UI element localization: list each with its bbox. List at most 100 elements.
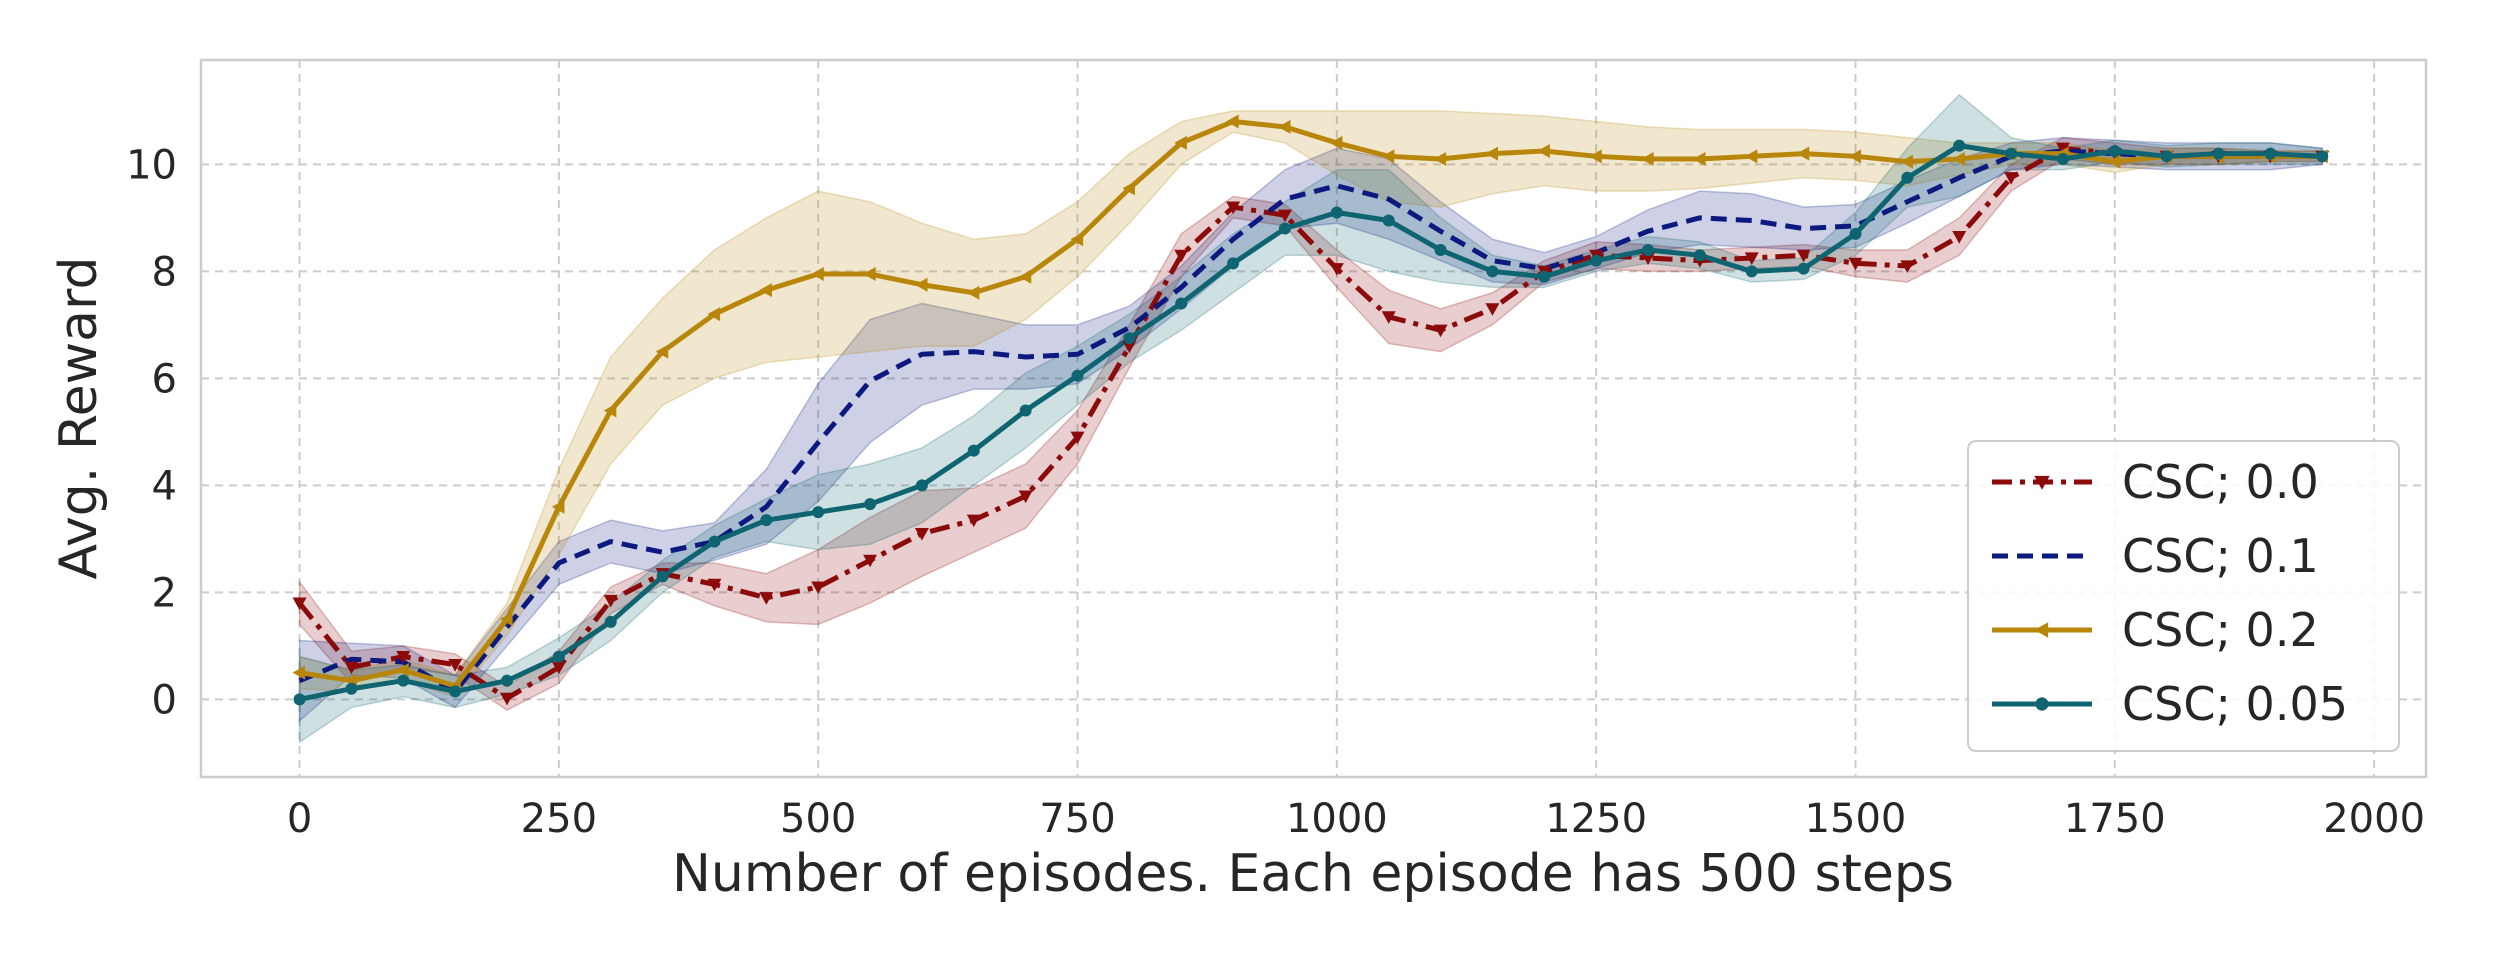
point-series-3 — [2160, 150, 2173, 163]
point-series-3 — [1330, 206, 1343, 219]
point-series-3 — [760, 514, 773, 527]
point-series-2 — [1589, 149, 1602, 164]
point-series-0 — [1226, 201, 1241, 215]
point-series-3 — [552, 650, 565, 663]
legend-label-2: CSC; 0.2 — [2122, 603, 2319, 657]
point-series-2 — [1796, 146, 1810, 161]
point-series-3 — [1382, 214, 1395, 227]
x-tick-label: 1750 — [2064, 796, 2166, 842]
legend-label-0: CSC; 0.0 — [2122, 455, 2319, 509]
x-axis-label: Number of episodes. Each episode has 500… — [672, 844, 1954, 904]
point-series-3 — [2264, 147, 2277, 160]
point-series-3 — [1642, 243, 1655, 256]
point-series-2 — [1226, 114, 1239, 129]
point-series-2 — [759, 283, 772, 298]
point-series-3 — [1693, 249, 1706, 262]
x-tick-label: 1250 — [1545, 796, 1647, 842]
x-tick-label: 1000 — [1286, 796, 1388, 842]
point-series-0 — [707, 578, 722, 592]
point-series-2 — [1485, 146, 1499, 161]
point-series-0 — [396, 651, 411, 664]
point-series-0 — [1952, 230, 1967, 244]
point-series-3 — [2212, 147, 2225, 160]
point-series-3 — [501, 674, 514, 687]
legend-label-3: CSC; 0.05 — [2122, 677, 2348, 731]
legend-marker-0 — [2034, 475, 2050, 490]
point-series-3 — [812, 506, 825, 519]
point-series-2 — [655, 344, 669, 359]
point-series-3 — [1849, 227, 1862, 240]
point-series-3 — [449, 685, 462, 698]
y-tick-label: 8 — [152, 249, 177, 295]
point-series-2 — [966, 285, 980, 300]
y-tick-label: 2 — [152, 570, 177, 616]
y-tick-label: 6 — [152, 356, 177, 402]
point-series-3 — [2316, 150, 2329, 163]
point-series-3 — [604, 615, 617, 628]
point-series-3 — [967, 444, 980, 457]
point-series-3 — [2056, 152, 2069, 165]
line-series-1 — [298, 148, 2323, 694]
point-series-0 — [759, 592, 774, 605]
point-series-0 — [2004, 172, 2019, 185]
point-series-3 — [656, 570, 669, 583]
point-series-3 — [708, 535, 721, 548]
point-series-0 — [344, 661, 359, 675]
point-series-2 — [1018, 269, 1032, 284]
point-series-2 — [1692, 151, 1706, 166]
point-series-2 — [1848, 149, 1862, 164]
x-tick-label: 500 — [780, 796, 856, 842]
point-series-0 — [1485, 303, 1500, 316]
point-series-2 — [396, 662, 409, 677]
y-tick-label: 10 — [126, 142, 177, 188]
plot-frame — [199, 58, 2428, 779]
x-tick-label: 750 — [1039, 796, 1115, 842]
point-series-3 — [293, 693, 306, 706]
point-series-0 — [1433, 324, 1448, 338]
point-series-3 — [1797, 262, 1810, 275]
point-series-2 — [863, 267, 876, 282]
line-series-3 — [299, 143, 2323, 702]
legend-label-1: CSC; 0.1 — [2122, 529, 2319, 583]
point-series-2 — [1433, 151, 1447, 166]
y-tick-label: 0 — [152, 677, 177, 723]
point-series-2 — [1952, 151, 1965, 166]
x-tick-label: 1500 — [1805, 796, 1907, 842]
point-series-0 — [1796, 249, 1811, 263]
point-series-0 — [1381, 311, 1396, 324]
point-series-3 — [864, 498, 877, 511]
point-series-0 — [500, 692, 515, 706]
point-series-3 — [1434, 243, 1447, 256]
point-series-3 — [397, 674, 410, 687]
point-series-0 — [1018, 490, 1033, 504]
point-series-3 — [2108, 144, 2121, 157]
point-series-0 — [863, 554, 878, 568]
point-series-2 — [551, 499, 565, 514]
point-series-3 — [2005, 147, 2018, 160]
point-series-0 — [448, 659, 463, 672]
point-series-2 — [1744, 149, 1758, 164]
point-series-0 — [914, 527, 929, 541]
line-series-0 — [297, 145, 2323, 701]
x-tick-labels: 0 250 500 750 1000 1250 1500 1750 2000 — [287, 796, 2425, 842]
point-series-2 — [603, 403, 617, 418]
legend: CSC; 0.0 CSC; 0.1 CSC; 0.2 CSC; 0.05 — [1967, 440, 2400, 752]
point-series-2 — [1174, 135, 1187, 150]
point-series-0 — [2055, 142, 2070, 156]
point-series-0 — [1122, 340, 1137, 354]
point-series-2 — [1070, 232, 1084, 247]
point-series-0 — [1277, 209, 1292, 223]
point-series-3 — [1278, 222, 1291, 235]
point-series-0 — [811, 581, 826, 595]
x-tick-label: 0 — [287, 796, 312, 842]
point-series-3 — [915, 479, 928, 492]
point-series-2 — [914, 277, 928, 292]
point-series-0 — [1641, 252, 1656, 265]
series-markers — [292, 114, 2330, 706]
point-series-0 — [551, 661, 566, 675]
point-series-2 — [1277, 119, 1291, 134]
point-series-0 — [1848, 257, 1863, 271]
point-series-3 — [1123, 332, 1136, 345]
series-lines — [297, 119, 2323, 702]
